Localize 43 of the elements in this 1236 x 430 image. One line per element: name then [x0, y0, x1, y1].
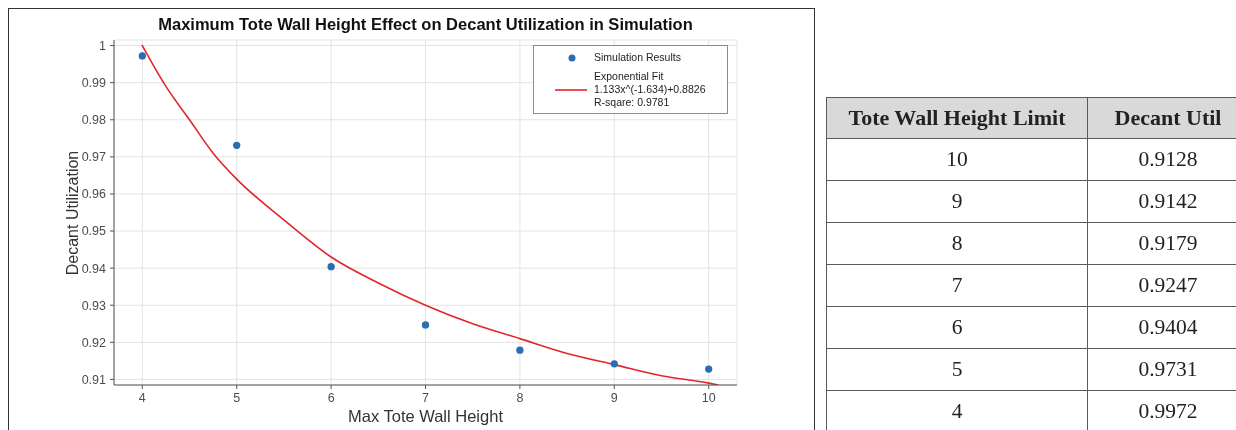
- x-tick-label: 6: [327, 390, 335, 405]
- data-label: 0.9179: [1087, 222, 1236, 265]
- x-tick-label: 5: [233, 390, 241, 405]
- y-tick-label: 0.99: [81, 76, 107, 91]
- data-label: 0.9142: [1087, 180, 1236, 223]
- y-tick-label: 0.95: [81, 224, 107, 239]
- data-label: 0.9972: [1087, 390, 1236, 430]
- chart-title: Maximum Tote Wall Height Effect on Decant Utilization in Simulation: [157, 15, 694, 34]
- y-tick-label: 9: [826, 180, 1088, 223]
- x-tick-label: 4: [138, 390, 146, 405]
- y-axis-title: Tote Wall Height Limit: [826, 97, 1088, 139]
- data-label: 0.9404: [1087, 306, 1236, 349]
- x-tick-label: 10: [701, 390, 716, 405]
- point: [516, 346, 524, 354]
- point: [421, 321, 430, 329]
- point: [138, 52, 146, 60]
- point: [705, 365, 713, 373]
- x-tick-label: 7: [422, 390, 430, 405]
- y-tick-label: 7: [826, 264, 1088, 307]
- y-tick-label: 8: [826, 222, 1088, 265]
- x-tick-label: Decant Util: [1087, 97, 1236, 139]
- y-tick-label: 1: [99, 39, 107, 53]
- y-tick-label: 0.94: [81, 261, 107, 276]
- x-tick-label: 8: [516, 390, 524, 405]
- y-tick-label: 0.97: [81, 150, 107, 165]
- legend-label: Exponential Fit 1.133x^(-1.634)+0.8826 R-sqare: 0.9781: [594, 70, 706, 109]
- y-tick-label: 0.92: [81, 335, 107, 350]
- legend-label: Simulation Results: [594, 51, 681, 64]
- y-tick-label: 6: [826, 306, 1088, 349]
- y-tick-label: 0.96: [81, 187, 107, 202]
- y-tick-label: 0.98: [81, 113, 107, 128]
- point: [327, 263, 335, 271]
- data-label: 0.9128: [1087, 138, 1236, 181]
- point: [610, 360, 618, 368]
- y-tick-label: 10: [826, 138, 1088, 181]
- y-axis-title: Decant Utilization: [63, 149, 82, 277]
- data-label: 0.9731: [1087, 348, 1236, 391]
- point: [233, 141, 241, 149]
- y-tick-label: 0.93: [81, 298, 107, 313]
- y-tick-label: 0.91: [81, 372, 107, 387]
- data-label: 0.9247: [1087, 264, 1236, 307]
- x-axis-title: Max Tote Wall Height: [347, 407, 504, 426]
- x-tick-label: 9: [610, 390, 618, 405]
